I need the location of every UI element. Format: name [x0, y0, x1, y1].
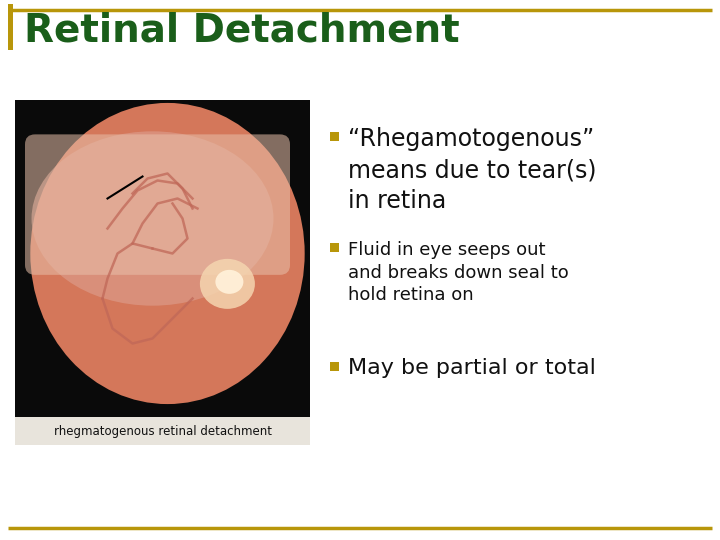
- Text: May be partial or total: May be partial or total: [348, 358, 596, 378]
- Ellipse shape: [30, 103, 305, 404]
- Ellipse shape: [32, 131, 274, 306]
- Text: rhegmatogenous retinal detachment: rhegmatogenous retinal detachment: [53, 424, 271, 437]
- Text: “Rhegamotogenous”
means due to tear(s)
in retina: “Rhegamotogenous” means due to tear(s) i…: [348, 127, 596, 213]
- Bar: [15, 100, 310, 417]
- Text: Retinal Detachment: Retinal Detachment: [24, 11, 459, 49]
- Ellipse shape: [200, 259, 255, 309]
- Text: Fluid in eye seeps out
and breaks down seal to
hold retina on: Fluid in eye seeps out and breaks down s…: [348, 241, 569, 305]
- Ellipse shape: [215, 270, 243, 294]
- Bar: [330, 243, 339, 252]
- Bar: [15, 417, 310, 445]
- FancyBboxPatch shape: [25, 134, 290, 275]
- Bar: [330, 132, 339, 141]
- Bar: [8, 4, 13, 50]
- Bar: [330, 362, 339, 371]
